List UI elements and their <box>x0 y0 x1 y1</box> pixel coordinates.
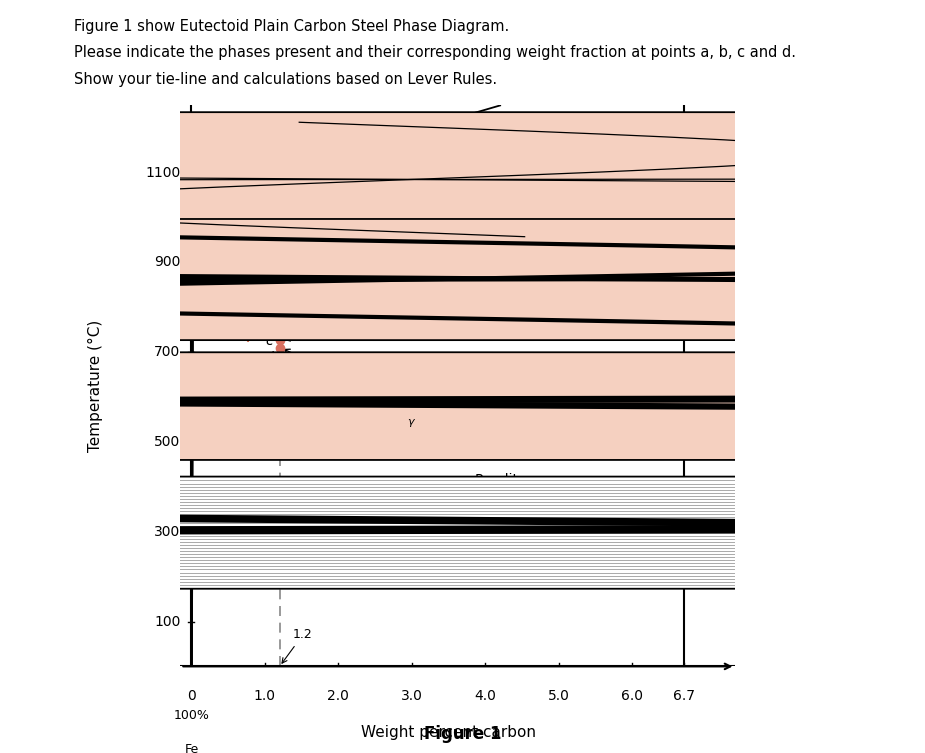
Text: $\alpha$: $\alpha$ <box>191 349 202 364</box>
Circle shape <box>0 477 925 589</box>
Text: 700: 700 <box>154 346 180 359</box>
Text: 100: 100 <box>154 614 180 629</box>
Text: 0.02: 0.02 <box>208 358 236 371</box>
Text: 727°C: 727°C <box>559 319 602 334</box>
Text: Temperature (°C): Temperature (°C) <box>88 320 104 452</box>
Text: $c$: $c$ <box>265 334 275 349</box>
Text: 3.0: 3.0 <box>401 689 423 703</box>
Text: $b$: $b$ <box>265 279 275 294</box>
Text: 100%: 100% <box>174 709 209 722</box>
Text: Fe: Fe <box>184 742 199 753</box>
Text: $\alpha$ + Fe$_3$C: $\alpha$ + Fe$_3$C <box>490 407 554 423</box>
Text: 900: 900 <box>154 255 180 270</box>
Text: Show your tie-line and calculations based on Lever Rules.: Show your tie-line and calculations base… <box>74 72 497 87</box>
Text: 4.0: 4.0 <box>475 689 497 703</box>
Text: $a$: $a$ <box>265 202 275 215</box>
Circle shape <box>0 112 925 247</box>
Text: Fe$_3$C: Fe$_3$C <box>289 428 375 455</box>
Text: 6.7: 6.7 <box>672 689 695 703</box>
Text: 300: 300 <box>154 525 180 538</box>
Text: 500: 500 <box>154 435 180 449</box>
Text: 1.0: 1.0 <box>253 689 276 703</box>
Text: Fe$_3$C: Fe$_3$C <box>660 569 691 584</box>
Text: Figure 1 show Eutectoid Plain Carbon Steel Phase Diagram.: Figure 1 show Eutectoid Plain Carbon Ste… <box>74 19 510 34</box>
Text: Figure 1: Figure 1 <box>424 725 501 743</box>
Circle shape <box>0 352 925 460</box>
Text: Weight percent carbon: Weight percent carbon <box>361 724 536 739</box>
Circle shape <box>0 219 925 340</box>
Text: $d$: $d$ <box>264 350 275 365</box>
Text: Pearlite: Pearlite <box>429 473 527 551</box>
Text: Fe$_3$C: Fe$_3$C <box>404 223 512 274</box>
Text: $\gamma$ + Fe$_3$C: $\gamma$ + Fe$_3$C <box>491 182 553 200</box>
Text: 1100: 1100 <box>145 166 180 180</box>
Text: 5.0: 5.0 <box>548 689 570 703</box>
Text: $\gamma$: $\gamma$ <box>204 231 216 249</box>
Text: Please indicate the phases present and their corresponding weight fraction at po: Please indicate the phases present and t… <box>74 45 796 60</box>
Text: 0: 0 <box>187 689 196 703</box>
Text: $\alpha$: $\alpha$ <box>191 276 202 290</box>
Text: 6.0: 6.0 <box>622 689 644 703</box>
Text: 2.0: 2.0 <box>327 689 350 703</box>
Text: 1.2: 1.2 <box>282 629 313 663</box>
Text: $\gamma$: $\gamma$ <box>407 417 416 429</box>
